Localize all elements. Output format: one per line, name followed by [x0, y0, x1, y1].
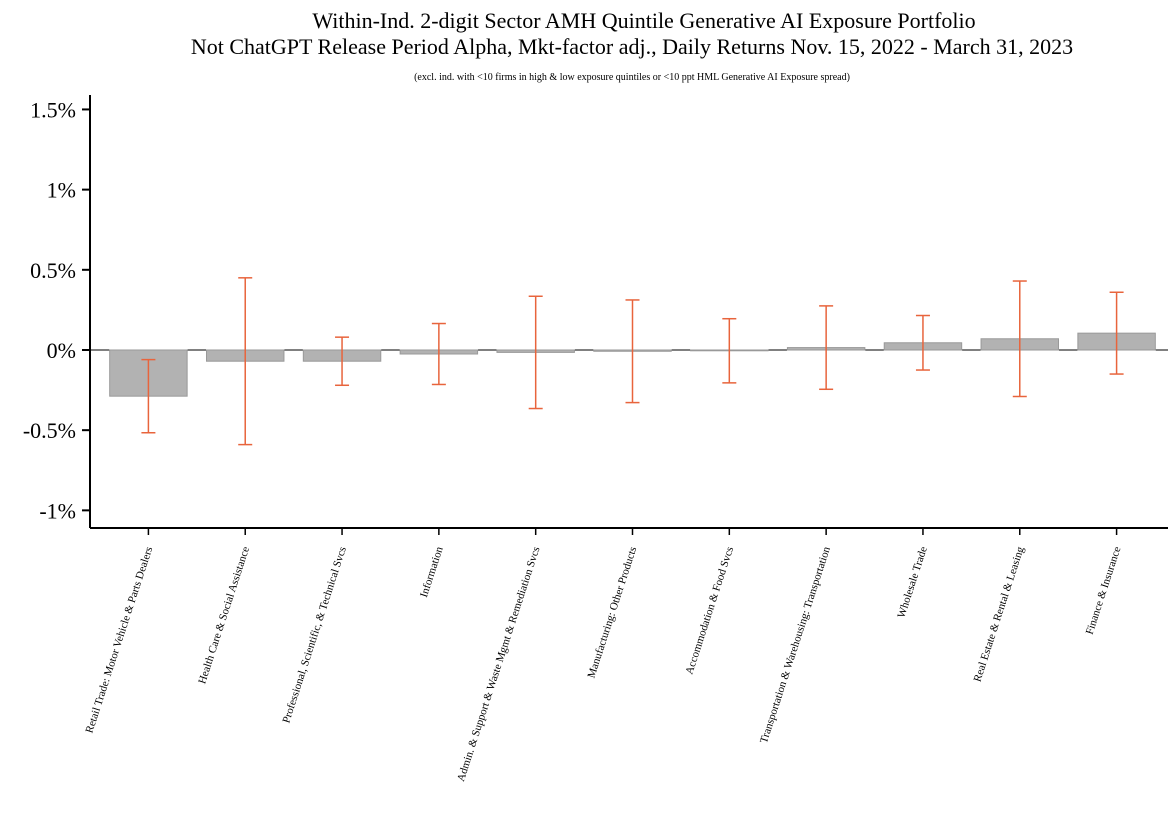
x-tick-label: Finance & Insurance — [1084, 545, 1124, 636]
x-tick-label: Real Estate & Rental & Leasing — [972, 545, 1027, 684]
error-bar — [431, 322, 446, 386]
error-bar — [1109, 291, 1124, 375]
chart-title: Within-Ind. 2-digit Sector AMH Quintile … — [312, 8, 975, 33]
error-bar — [528, 295, 543, 410]
y-tick-label: 0% — [47, 338, 76, 363]
x-tick-label: Manufacturing: Other Products — [585, 545, 639, 679]
y-tick-label: 1.5% — [30, 97, 76, 122]
chart-note: (excl. ind. with <10 firms in high & low… — [414, 72, 850, 83]
error-bar — [819, 305, 834, 391]
error-bar — [625, 299, 640, 404]
x-tick-label: Accommodation & Food Svcs — [683, 545, 736, 676]
error-bar — [335, 336, 350, 387]
x-tick-label: Health Care & Social Assistance — [196, 545, 252, 685]
error-bar — [722, 317, 737, 384]
error-bar — [141, 358, 156, 434]
x-tick-label: Wholesale Trade — [895, 545, 929, 619]
x-tick-label: Transportation & Warehousing: Transporta… — [758, 545, 833, 745]
y-tick-label: -0.5% — [23, 418, 76, 443]
chart-subtitle: Not ChatGPT Release Period Alpha, Mkt-fa… — [191, 34, 1073, 59]
y-tick-label: 1% — [47, 178, 76, 203]
x-tick-label: Information — [418, 545, 446, 599]
x-tick-label: Admin. & Support & Waste Mgmt & Remediat… — [455, 545, 542, 783]
x-tick-label: Retail Trade: Motor Vehicle & Parts Deal… — [83, 545, 155, 734]
error-bar — [238, 277, 253, 446]
error-bar — [915, 314, 930, 371]
y-tick-label: -1% — [39, 498, 76, 523]
x-tick-label: Professional, Scientific, & Technical Sv… — [280, 545, 349, 724]
error-bar — [1012, 280, 1027, 398]
y-tick-label: 0.5% — [30, 258, 76, 283]
